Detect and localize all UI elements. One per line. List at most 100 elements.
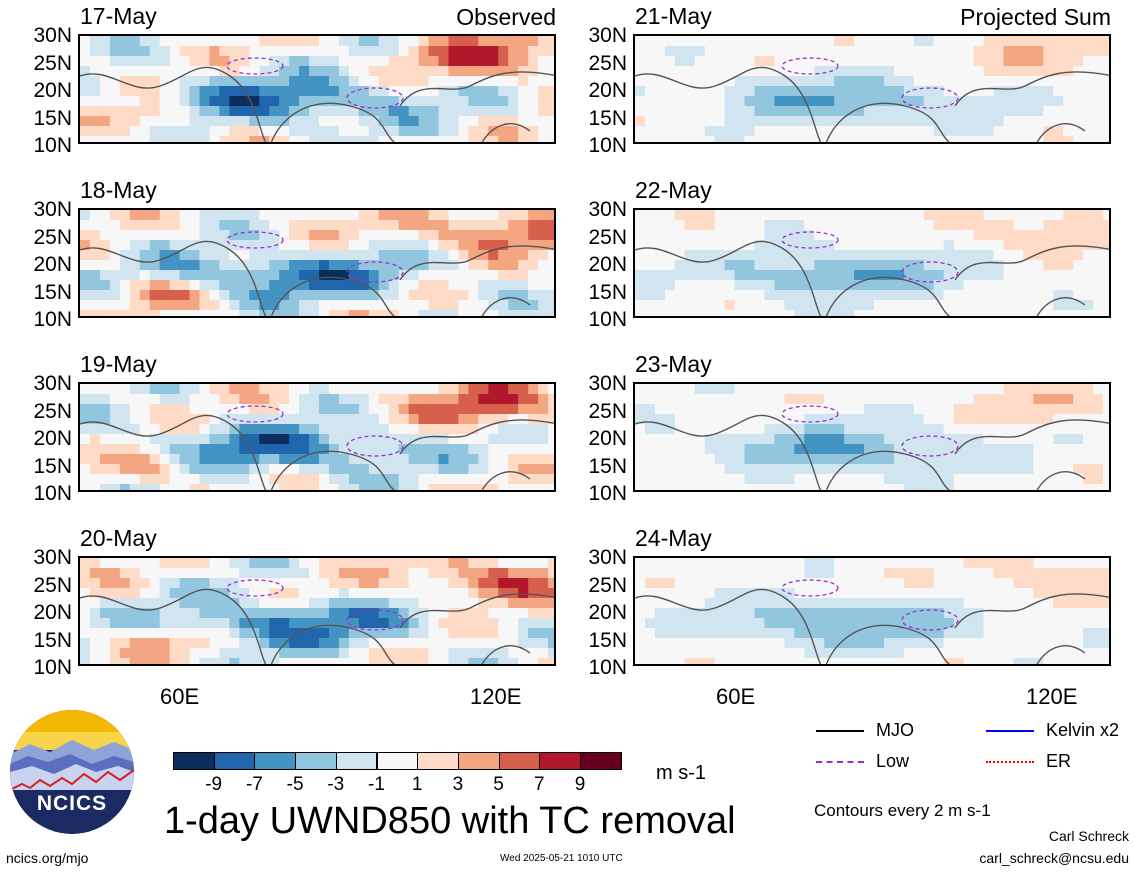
lat-label-20n: 20N <box>33 253 72 276</box>
legend-er-swatch <box>986 760 1034 763</box>
colorbar-cell <box>498 752 541 770</box>
footer-email: carl_schreck@ncsu.edu <box>979 850 1129 866</box>
footer-author: Carl Schreck <box>1048 828 1129 844</box>
ncics-logo: NCICS <box>10 710 134 834</box>
footer-timestamp: Wed 2025-05-21 1010 UTC <box>500 853 623 864</box>
lat-label-10n: 10N <box>588 134 627 157</box>
colorbar-cell <box>295 752 337 770</box>
lat-label-10n: 10N <box>33 308 72 331</box>
lat-label-15n: 15N <box>33 280 72 304</box>
lat-label-10n: 10N <box>33 482 72 505</box>
colorbar-cell <box>539 752 581 770</box>
lat-label-20n: 20N <box>588 79 627 102</box>
colorbar-tick: -7 <box>245 774 263 795</box>
column-heading-1: Projected Sum <box>960 4 1111 30</box>
map-panel-23-may <box>633 382 1111 492</box>
panel-date-20-may: 20-May <box>80 525 157 551</box>
colorbar-tick: 1 <box>411 774 423 795</box>
lat-label-10n: 10N <box>33 134 72 157</box>
legend-er: ER <box>986 751 1071 772</box>
panel-date-18-may: 18-May <box>80 177 157 203</box>
map-panel-17-may <box>78 34 556 144</box>
lat-label-15n: 15N <box>588 628 627 652</box>
lat-label-30n: 30N <box>33 546 72 569</box>
legend-low-label: Low <box>876 751 910 771</box>
lat-label-15n: 15N <box>588 454 627 478</box>
lon-label-60e-left: 60E <box>160 684 200 709</box>
colorbar-cell <box>173 752 215 770</box>
panel-date-22-may: 22-May <box>635 177 712 203</box>
legend-mjo-label: MJO <box>876 720 914 740</box>
legend-kelvin-swatch <box>986 729 1034 732</box>
lat-label-15n: 15N <box>588 106 627 130</box>
colorbar-cell <box>417 752 459 770</box>
lat-label-25n: 25N <box>588 225 627 249</box>
colorbar-tick: -3 <box>327 774 345 795</box>
lat-label-20n: 20N <box>588 427 627 450</box>
lat-label-25n: 25N <box>33 51 72 75</box>
panel-date-17-may: 17-May <box>80 3 157 29</box>
chart-title: 1-day UWND850 with TC removal <box>164 800 736 842</box>
legend-low-swatch <box>816 760 864 763</box>
lat-label-10n: 10N <box>588 656 627 679</box>
lat-label-25n: 25N <box>33 399 72 423</box>
legend-kelvin: Kelvin x2 <box>986 720 1119 741</box>
map-panel-20-may <box>78 556 556 666</box>
map-panel-18-may <box>78 208 556 318</box>
panel-date-24-may: 24-May <box>635 525 712 551</box>
colorbar-cell <box>580 752 622 770</box>
legend-mjo: MJO <box>816 720 914 741</box>
lat-label-20n: 20N <box>33 79 72 102</box>
lat-label-30n: 30N <box>588 198 627 221</box>
colorbar-cell <box>254 752 297 770</box>
legend-low: Low <box>816 751 909 772</box>
lat-label-20n: 20N <box>33 601 72 624</box>
colorbar-cell <box>376 752 419 770</box>
colorbar-cell <box>335 752 378 770</box>
lat-label-15n: 15N <box>33 454 72 478</box>
colorbar-tick: 5 <box>493 774 504 795</box>
map-panel-22-may <box>633 208 1111 318</box>
colorbar-tick: 3 <box>452 774 464 795</box>
colorbar-cell <box>213 752 256 770</box>
lat-label-15n: 15N <box>33 106 72 130</box>
colorbar-tick: -1 <box>368 774 385 795</box>
map-panel-21-may <box>633 34 1111 144</box>
legend-mjo-swatch <box>816 729 864 732</box>
lat-label-25n: 25N <box>33 573 72 597</box>
contours-note: Contours every 2 m s-1 <box>814 801 991 820</box>
column-heading-0: Observed <box>456 4 556 30</box>
panel-date-21-may: 21-May <box>635 3 712 29</box>
lat-label-30n: 30N <box>588 546 627 569</box>
lat-label-15n: 15N <box>33 628 72 652</box>
colorbar-tick: 7 <box>534 774 545 795</box>
lat-label-30n: 30N <box>33 198 72 221</box>
lat-label-30n: 30N <box>588 372 627 395</box>
lat-label-25n: 25N <box>33 225 72 249</box>
lat-label-10n: 10N <box>588 482 627 505</box>
lat-label-25n: 25N <box>588 399 627 423</box>
lat-label-30n: 30N <box>588 24 627 47</box>
colorbar-tick: -9 <box>205 774 223 795</box>
colorbar-tick: 9 <box>574 774 586 795</box>
colorbar-cell <box>457 752 500 770</box>
lat-label-30n: 30N <box>33 372 72 395</box>
legend-er-label: ER <box>1046 751 1072 771</box>
lat-label-10n: 10N <box>588 308 627 331</box>
lat-label-25n: 25N <box>588 51 627 75</box>
lat-label-30n: 30N <box>33 24 72 47</box>
panel-date-19-may: 19-May <box>80 351 157 377</box>
lat-label-20n: 20N <box>588 601 627 624</box>
lat-label-10n: 10N <box>33 656 72 679</box>
lon-label-120e-right: 120E <box>1026 684 1078 709</box>
panel-date-23-may: 23-May <box>635 351 712 377</box>
lat-label-25n: 25N <box>588 573 627 597</box>
logo-text: NCICS <box>36 792 108 815</box>
lat-label-20n: 20N <box>33 427 72 450</box>
legend-kelvin-label: Kelvin x2 <box>1046 720 1120 740</box>
lon-label-120e-left: 120E <box>470 684 522 709</box>
colorbar-tick: -5 <box>286 774 304 795</box>
lat-label-20n: 20N <box>588 253 627 276</box>
colorbar-units: m s-1 <box>656 762 706 784</box>
lat-label-15n: 15N <box>588 280 627 304</box>
